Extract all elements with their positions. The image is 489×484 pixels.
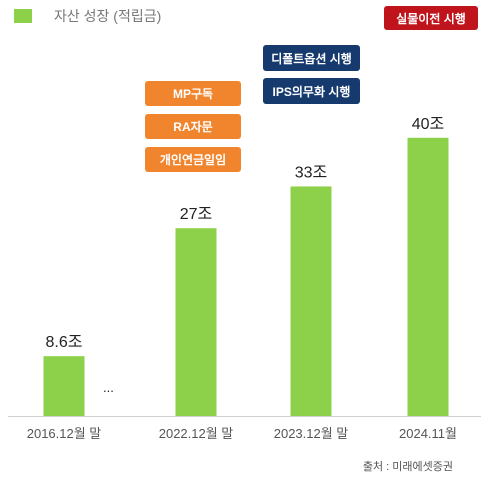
bar-3 (407, 137, 449, 416)
tag-personal-pension: 개인연금일임 (145, 147, 241, 172)
bar-value-label-0: 8.6조 (46, 334, 83, 351)
bar-value-label-3: 40조 (412, 116, 445, 133)
bar-value-label-1: 27조 (180, 206, 213, 223)
x-tick-label-0: 2016.12월 말 (27, 426, 102, 441)
tag-ips: IPS의무화 시행 (263, 78, 360, 104)
legend-label: 자산 성장 (적립금) (54, 8, 162, 24)
tag-ra-advisory: RA자문 (145, 114, 241, 139)
bar-0 (43, 356, 85, 416)
tag-default-option: 디폴트옵션 시행 (263, 45, 360, 71)
bar-1 (175, 228, 217, 416)
x-tick-label-1: 2022.12월 말 (159, 426, 234, 441)
bar-value-label-2: 33조 (295, 164, 328, 181)
x-tick-label-3: 2024.11월 (399, 426, 457, 441)
legend: 자산 성장 (적립금) (14, 6, 161, 26)
tag-mp-subscription: MP구독 (145, 81, 241, 106)
x-tick-label-2: 2023.12월 말 (274, 426, 349, 441)
bar-2 (290, 186, 332, 416)
source-note: 출처 : 미래에셋증권 (362, 461, 453, 473)
legend-swatch (14, 9, 32, 23)
tag-physical-transfer: 실물이전 시행 (384, 6, 478, 30)
ellipsis: ... (103, 380, 114, 395)
